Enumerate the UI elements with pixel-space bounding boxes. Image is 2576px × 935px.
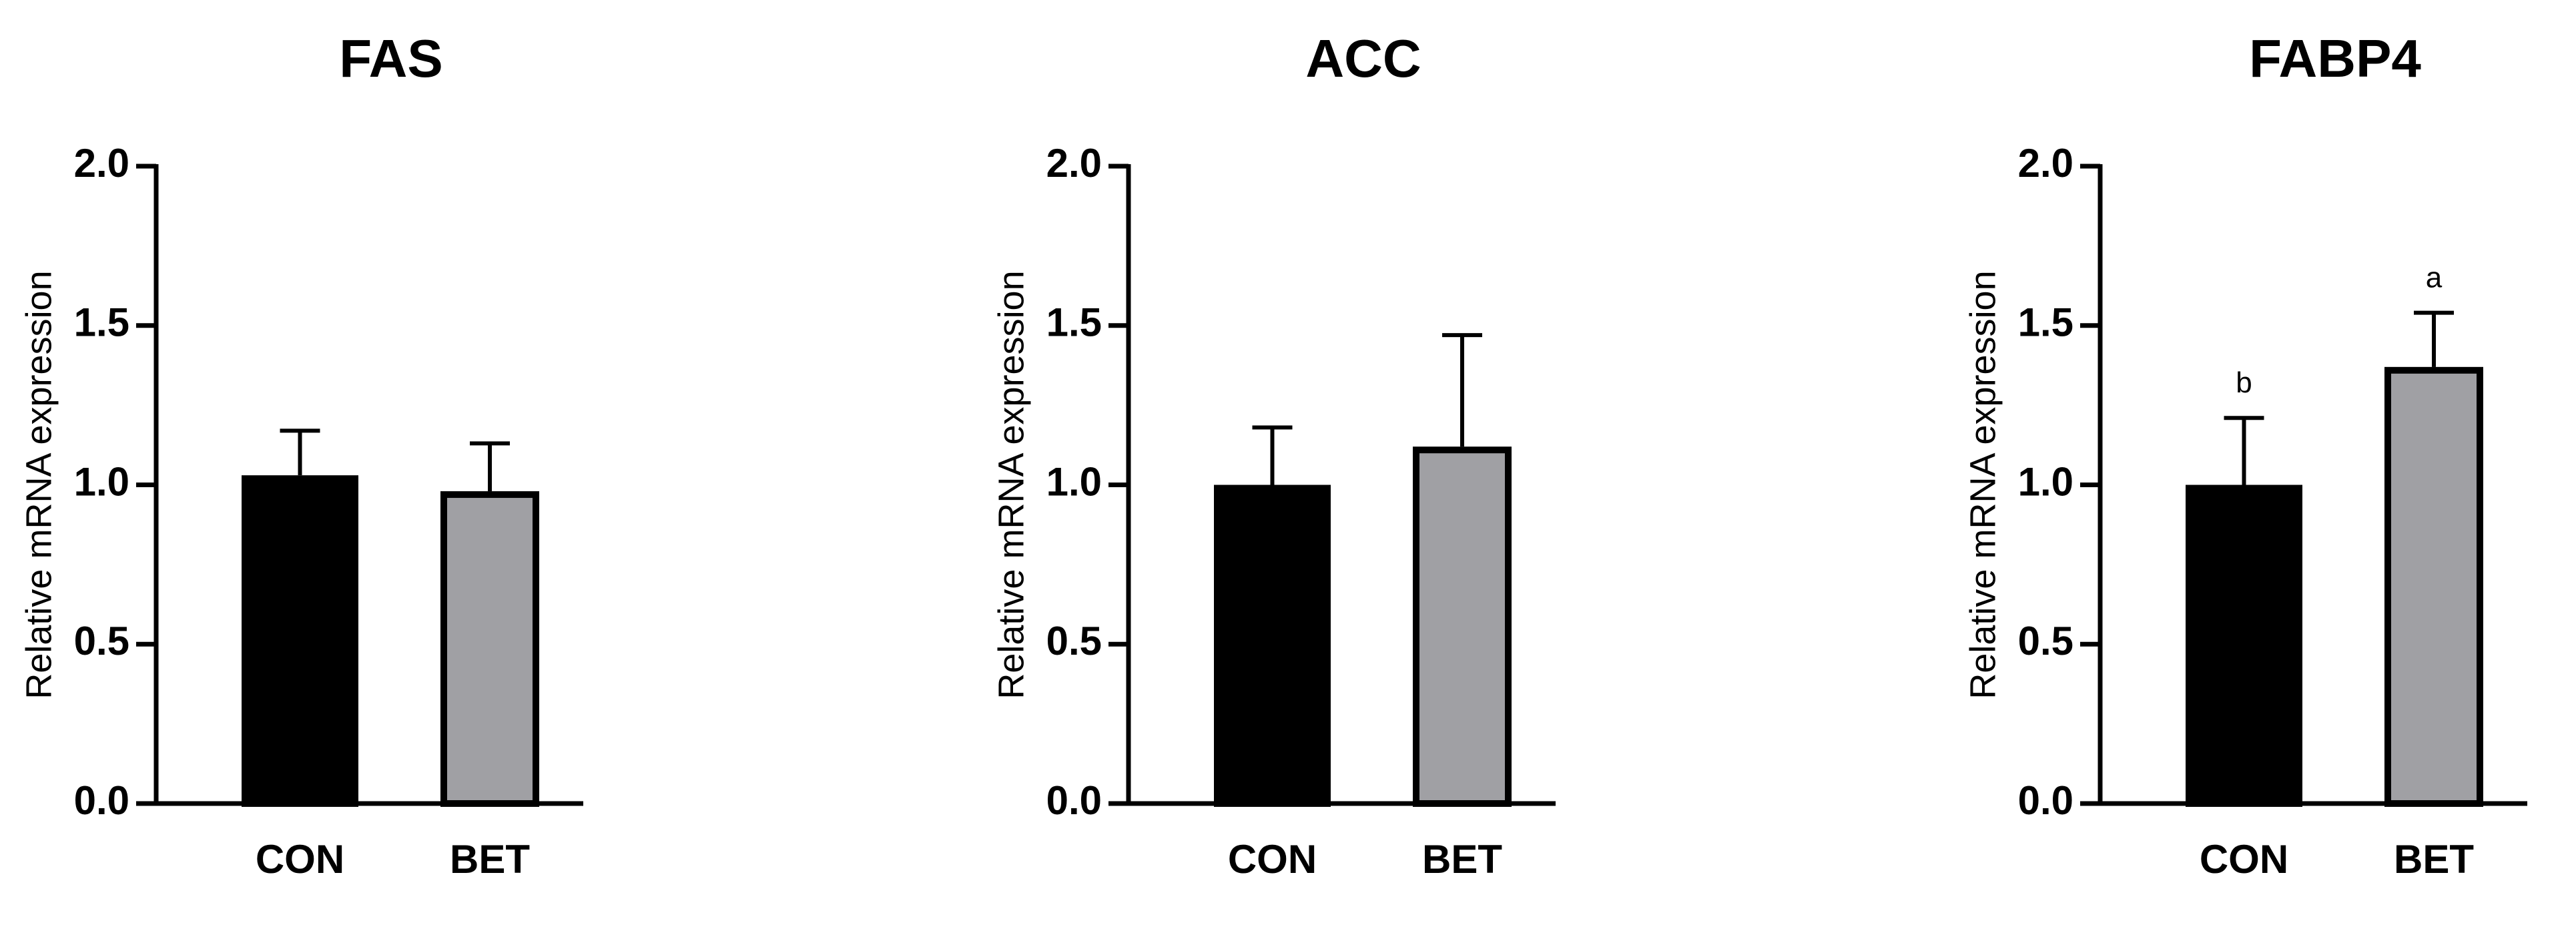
y-tick-label: 0.0 — [2018, 778, 2073, 823]
bar — [1214, 485, 1331, 807]
y-axis-label: Relative mRNA expression — [19, 270, 59, 699]
y-tick-label: 0.5 — [1046, 619, 1102, 663]
y-tick-label: 0.5 — [74, 619, 129, 663]
bar — [440, 491, 539, 807]
chart-title: ACC — [1305, 29, 1421, 88]
y-tick-label: 1.5 — [2018, 300, 2073, 345]
y-axis-label: Relative mRNA expression — [1963, 270, 2003, 699]
y-tick-label: 1.0 — [2018, 459, 2073, 504]
x-tick-label: BET — [450, 837, 530, 882]
bar — [2384, 366, 2483, 807]
chart-title: FAS — [339, 29, 443, 88]
y-tick-label: 1.0 — [74, 459, 129, 504]
x-tick-label: CON — [2200, 837, 2288, 882]
chart-title: FABP4 — [2249, 29, 2421, 88]
y-tick-label: 1.0 — [1046, 459, 1102, 504]
x-tick-label: BET — [2394, 837, 2474, 882]
y-tick-label: 0.5 — [2018, 619, 2073, 663]
y-tick-label: 2.0 — [1046, 141, 1102, 186]
y-tick-label: 0.0 — [1046, 778, 1102, 823]
y-tick-label: 2.0 — [2018, 141, 2073, 186]
bar — [2186, 485, 2302, 807]
x-tick-label: CON — [1228, 837, 1317, 882]
annotation: b — [2236, 366, 2252, 399]
x-tick-label: BET — [1422, 837, 1502, 882]
y-tick-label: 2.0 — [74, 141, 129, 186]
bar — [242, 475, 358, 807]
bar — [1413, 446, 1512, 807]
y-tick-label: 0.0 — [74, 778, 129, 823]
annotation: a — [2426, 261, 2443, 294]
x-tick-label: CON — [256, 837, 344, 882]
y-tick-label: 1.5 — [74, 300, 129, 345]
y-axis-label: Relative mRNA expression — [991, 270, 1031, 699]
y-tick-label: 1.5 — [1046, 300, 1102, 345]
